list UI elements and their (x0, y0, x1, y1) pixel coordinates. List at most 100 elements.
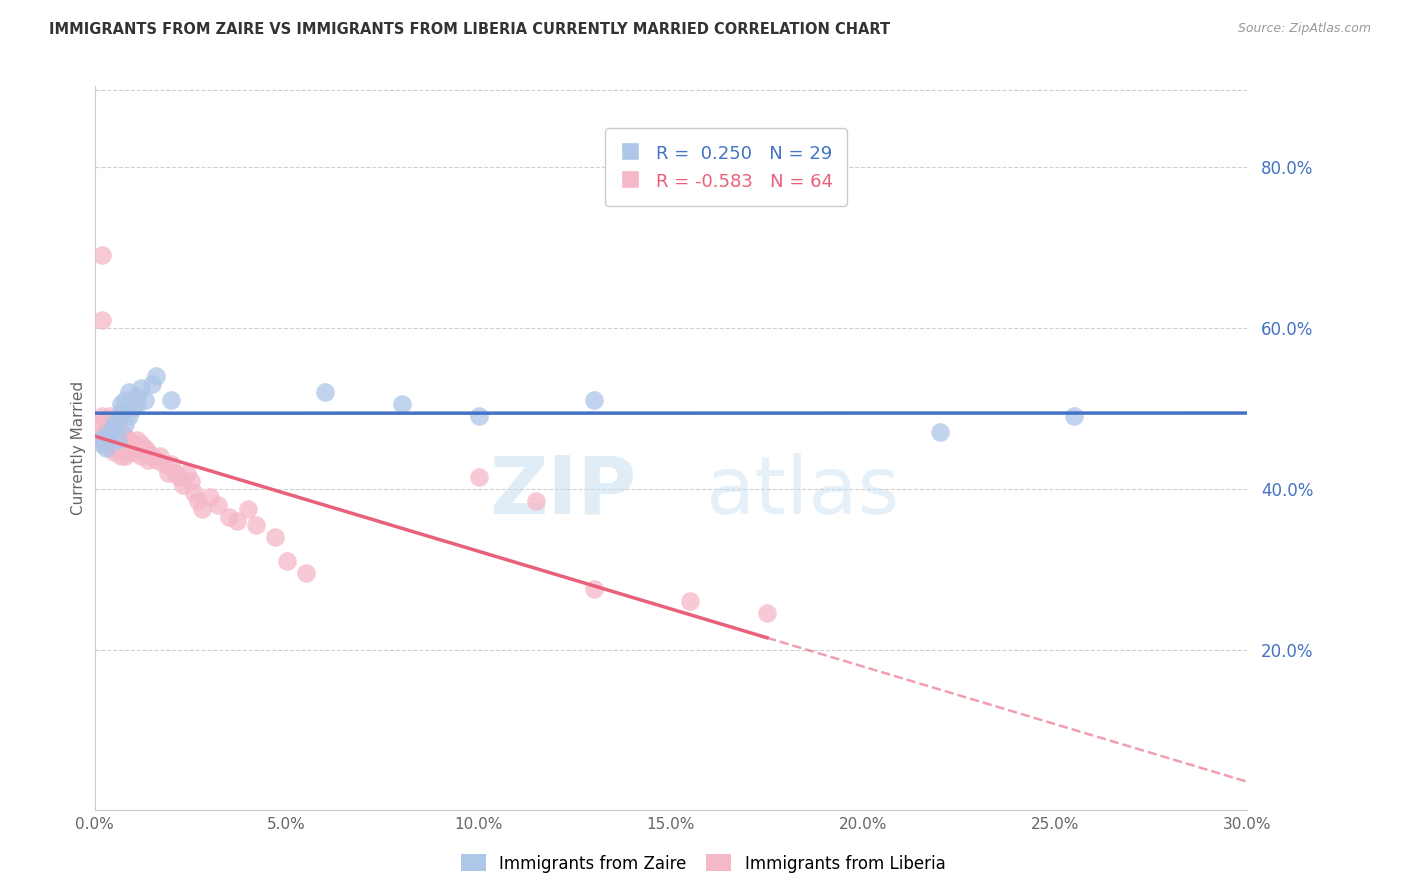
Point (145, 369, 167, 384)
Point (165, 466, 187, 480)
Point (245, 517, 267, 532)
Point (468, 469, 491, 483)
Point (276, 554, 298, 568)
Point (526, 493, 548, 508)
Point (138, 453, 160, 467)
Point (110, 437, 132, 451)
Point (134, 393, 156, 408)
Point (110, 405, 132, 419)
Point (125, 389, 148, 403)
Point (103, 417, 125, 432)
Point (98, 425, 121, 440)
Point (114, 429, 136, 443)
Text: atlas: atlas (706, 453, 900, 531)
Point (198, 490, 221, 504)
Point (129, 437, 152, 451)
Point (87, 429, 110, 443)
Point (87, 417, 110, 432)
Point (122, 401, 145, 416)
Point (125, 434, 148, 448)
Point (583, 582, 606, 597)
Point (264, 530, 287, 544)
Point (87, 434, 110, 448)
Point (98, 434, 121, 448)
Point (118, 409, 141, 424)
Point (176, 466, 198, 480)
Point (122, 445, 145, 459)
Point (110, 425, 132, 440)
Point (167, 469, 190, 483)
Point (94, 429, 117, 443)
Legend: R =  0.250   N = 29, R = -0.583   N = 64: R = 0.250 N = 29, R = -0.583 N = 64 (605, 128, 846, 206)
Point (114, 442, 136, 456)
Point (156, 466, 179, 480)
Point (107, 434, 129, 448)
Point (172, 477, 194, 491)
Point (314, 385, 336, 400)
Point (110, 397, 132, 411)
Point (91, 409, 114, 424)
Point (218, 509, 240, 524)
Point (141, 450, 163, 464)
Point (91, 248, 114, 262)
Point (114, 450, 136, 464)
Point (118, 434, 141, 448)
Point (1063, 409, 1085, 424)
Point (756, 607, 779, 621)
Point (103, 437, 125, 451)
Point (295, 566, 318, 581)
Point (114, 417, 136, 432)
Point (107, 421, 129, 435)
Point (91, 312, 114, 326)
Point (118, 385, 141, 400)
Point (98, 409, 121, 424)
Point (468, 409, 491, 424)
Point (129, 381, 152, 395)
Point (391, 397, 413, 411)
Point (107, 442, 129, 456)
Text: IMMIGRANTS FROM ZAIRE VS IMMIGRANTS FROM LIBERIA CURRENTLY MARRIED CORRELATION C: IMMIGRANTS FROM ZAIRE VS IMMIGRANTS FROM… (49, 22, 890, 37)
Text: ZIP: ZIP (489, 453, 637, 531)
Point (180, 474, 202, 488)
Y-axis label: Currently Married: Currently Married (72, 382, 86, 516)
Point (94, 425, 117, 440)
Point (187, 493, 209, 508)
Point (225, 514, 247, 528)
Legend: Immigrants from Zaire, Immigrants from Liberia: Immigrants from Zaire, Immigrants from L… (454, 847, 952, 880)
Point (103, 429, 125, 443)
Point (125, 397, 148, 411)
Point (107, 413, 129, 427)
Point (129, 450, 152, 464)
Point (149, 450, 172, 464)
Point (94, 421, 117, 435)
Point (928, 425, 950, 440)
Point (138, 445, 160, 459)
Point (107, 434, 129, 448)
Point (98, 417, 121, 432)
Point (160, 393, 183, 408)
Point (183, 485, 205, 500)
Point (103, 417, 125, 432)
Point (118, 445, 141, 459)
Point (98, 442, 121, 456)
Point (125, 442, 148, 456)
Point (583, 393, 606, 408)
Point (103, 421, 125, 435)
Point (134, 442, 156, 456)
Point (94, 442, 117, 456)
Point (207, 498, 229, 512)
Point (152, 458, 174, 472)
Point (110, 450, 132, 464)
Point (103, 445, 125, 459)
Point (191, 501, 214, 516)
Text: Source: ZipAtlas.com: Source: ZipAtlas.com (1237, 22, 1371, 36)
Point (114, 393, 136, 408)
Point (145, 453, 167, 467)
Point (238, 501, 260, 516)
Point (94, 413, 117, 427)
Point (91, 437, 114, 451)
Point (160, 458, 183, 472)
Point (679, 594, 702, 608)
Point (141, 377, 163, 392)
Point (122, 437, 145, 451)
